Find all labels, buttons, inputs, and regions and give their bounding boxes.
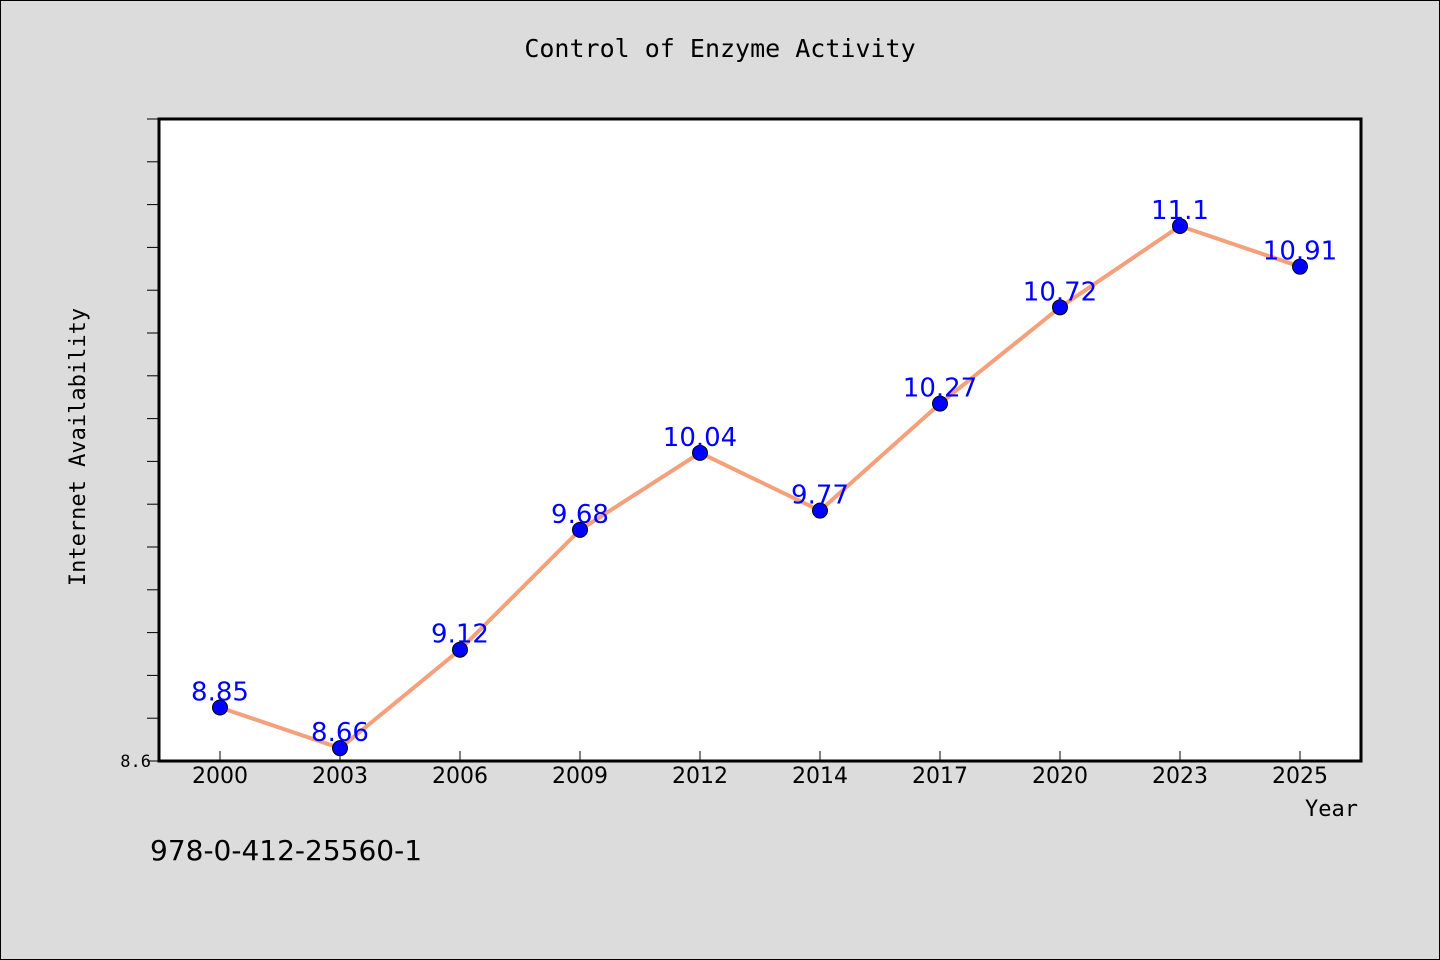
plot-area [157, 117, 1363, 763]
series-line-group [219, 224, 1301, 751]
data-label: 8.66 [311, 718, 369, 748]
y-tick-label: 8.6 [120, 752, 151, 772]
x-tick-label: 2009 [552, 764, 608, 789]
x-tick-label: 2014 [792, 764, 848, 789]
x-tick-label: 2025 [1272, 764, 1328, 789]
y-axis-label: Internet Availability [66, 308, 91, 586]
x-axis-label: Year [1305, 797, 1358, 822]
y-axis-ticks: 8.6 [120, 118, 159, 772]
data-label: 11.1 [1151, 196, 1209, 226]
x-axis-ticks: 2000 2003 2006 2009 2012 2014 2017 2020 2023 2025 [192, 751, 1328, 789]
x-tick-label: 2017 [912, 764, 968, 789]
data-label: 10.04 [663, 423, 737, 453]
data-label: 10.91 [1263, 237, 1337, 267]
data-point [1172, 218, 1188, 234]
x-tick-label: 2020 [1032, 764, 1088, 789]
data-label: 9.12 [431, 620, 489, 650]
footer-code: 978-0-412-25560-1 [150, 834, 423, 867]
data-points [212, 218, 1308, 757]
data-point [452, 641, 468, 658]
x-tick-label: 2012 [672, 764, 728, 789]
data-point [572, 521, 588, 538]
data-point [692, 444, 708, 461]
data-point [332, 740, 348, 757]
data-label: 10.27 [903, 374, 977, 404]
x-tick-label: 2006 [432, 764, 488, 789]
x-tick-label: 2023 [1152, 764, 1208, 789]
data-labels: 8.85 8.66 9.12 9.68 10.04 9.77 10.27 10.72 11.1 1… [191, 196, 1337, 748]
data-label: 9.77 [791, 481, 849, 511]
data-point [1052, 299, 1068, 316]
x-tick-label: 2000 [192, 764, 248, 789]
data-point [1292, 258, 1308, 275]
x-tick-label: 2003 [312, 764, 368, 789]
data-label: 10.72 [1023, 277, 1097, 307]
data-label: 8.85 [191, 678, 249, 708]
data-label: 9.68 [551, 500, 609, 530]
data-point [812, 502, 828, 519]
series-line [219, 224, 1301, 751]
chart-title: Control of Enzyme Activity [524, 34, 916, 63]
data-point [212, 699, 228, 716]
data-point [932, 395, 948, 412]
